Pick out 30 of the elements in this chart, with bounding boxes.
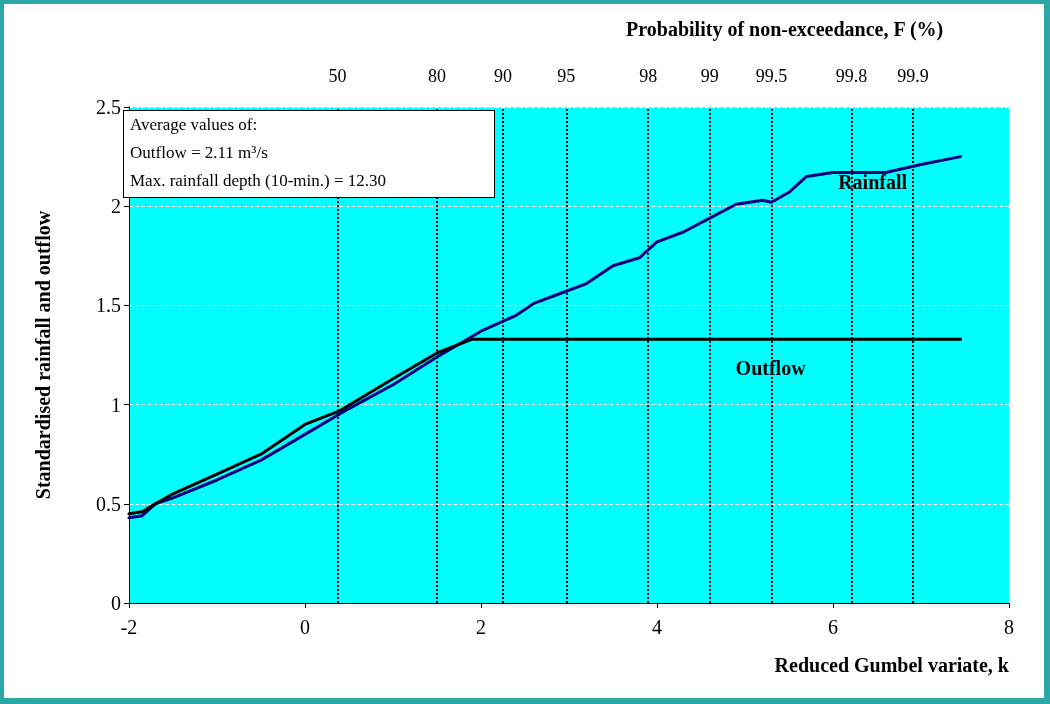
- annotation: Max. rainfall depth (10-min.) = 12.30: [130, 170, 388, 192]
- y-tick-label: 2: [111, 195, 121, 218]
- x-tick-label: 4: [652, 616, 662, 638]
- annotation: 99: [700, 66, 719, 86]
- annotation: 98: [639, 66, 658, 86]
- annotation: 80: [428, 66, 446, 86]
- x-tick-label: 0: [300, 616, 310, 638]
- y-tick-label: 2.5: [96, 96, 121, 118]
- x-tick-label: 6: [828, 616, 838, 638]
- x-tick-label: -2: [120, 616, 138, 638]
- x-axis-title: Reduced Gumbel variate, k: [774, 654, 1010, 676]
- annotation: 95: [557, 66, 576, 86]
- x-tick-label: 2: [476, 616, 486, 638]
- annotation: 99.9: [897, 66, 929, 86]
- y-tick-label: 0.5: [96, 492, 121, 515]
- series-label: Outflow: [735, 357, 807, 380]
- x-tick-label: 8: [1004, 616, 1014, 638]
- annotation: 90: [494, 66, 512, 86]
- annotation: 99.8: [835, 66, 868, 86]
- note-box: Average values of: Outflow = 2.11 m³/s Max. rainfall depth (10-min.) = 12.30: [123, 110, 495, 198]
- annotation: Outflow = 2.11 m³/s: [130, 142, 269, 164]
- y-tick-label: 0: [111, 592, 121, 614]
- annotation: Average values of:: [130, 114, 259, 136]
- x2-axis-title: Probability of non-exceedance, F (%): [626, 18, 944, 41]
- annotation: 50: [328, 66, 347, 86]
- y-tick-label: 1: [111, 393, 121, 416]
- y-axis-title: Standardised rainfall and outflow: [32, 210, 54, 500]
- series-label: Rainfall: [838, 170, 908, 193]
- annotation: 99.5: [755, 66, 788, 86]
- y-tick-label: 1.5: [96, 294, 121, 317]
